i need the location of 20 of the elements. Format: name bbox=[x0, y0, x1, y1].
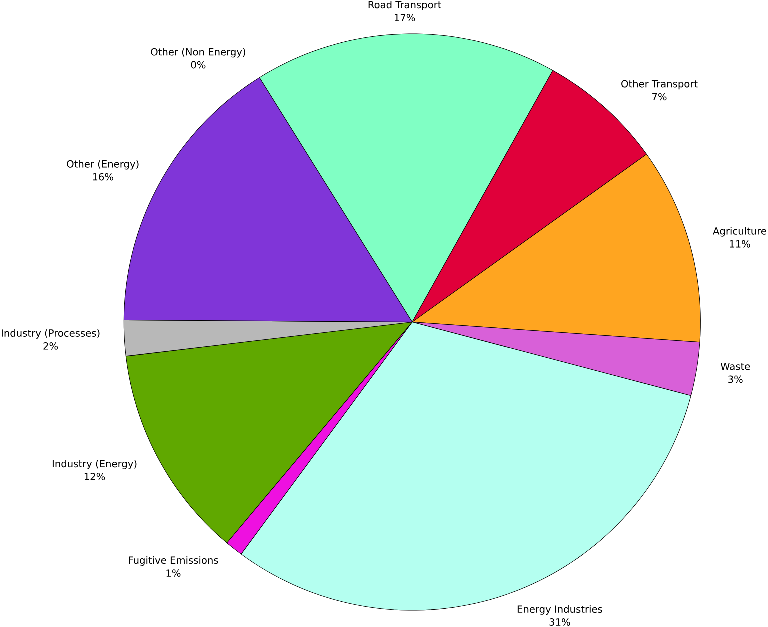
slice-label: Other Transport bbox=[622, 80, 698, 90]
data-label: 7% bbox=[652, 93, 667, 101]
data-label: 1% bbox=[166, 570, 181, 578]
data-label: 3% bbox=[728, 376, 743, 384]
data-label: 16% bbox=[93, 173, 114, 181]
data-label: 17% bbox=[394, 14, 416, 22]
data-label: 2% bbox=[44, 342, 58, 350]
slice-label: Industry (Energy) bbox=[52, 460, 137, 470]
slice-label: Energy Industries bbox=[518, 605, 602, 615]
data-label: 12% bbox=[84, 473, 106, 481]
slice-label: Agriculture bbox=[713, 227, 766, 237]
category-label: Other (Non Energy) bbox=[151, 48, 246, 58]
slice-label: Road Transport bbox=[368, 1, 442, 11]
slice-label: Fugitive Emissions bbox=[129, 556, 218, 566]
data-label: 11% bbox=[730, 240, 750, 248]
slice-label: Other (Energy) bbox=[67, 160, 139, 170]
slice-label: Industry (Processes) bbox=[2, 329, 100, 339]
text: 0% bbox=[191, 61, 206, 69]
data-label: 31% bbox=[550, 618, 570, 626]
slice-label: Waste bbox=[720, 362, 750, 370]
